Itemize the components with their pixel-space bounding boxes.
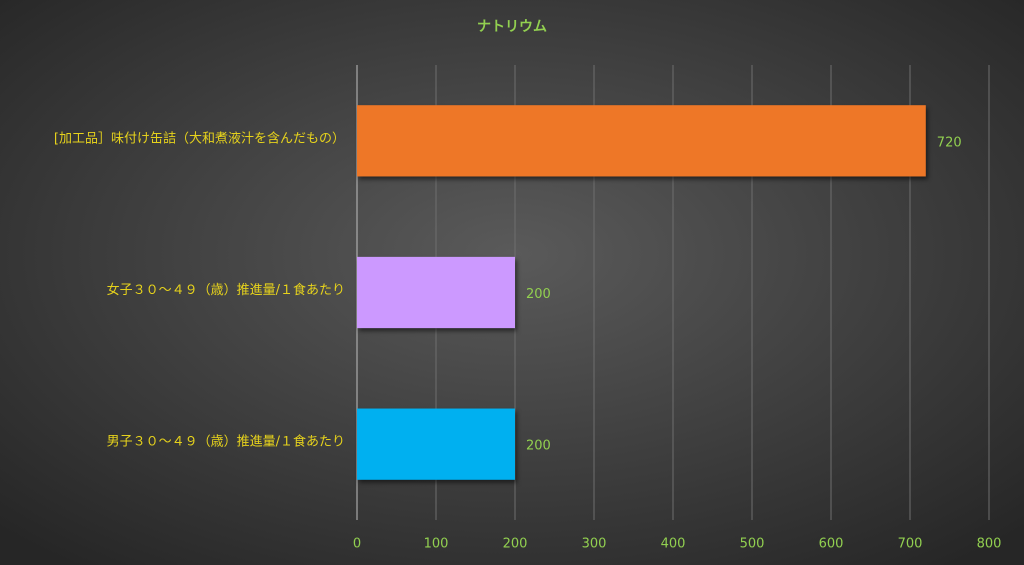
x-tick-label: 500 [740, 537, 765, 552]
x-tick-label: 800 [977, 537, 1002, 552]
x-tick-label: 400 [661, 537, 686, 552]
x-tick-label: 200 [503, 537, 528, 552]
x-tick-label: 100 [424, 537, 449, 552]
x-tick-label: 300 [582, 537, 607, 552]
bar [357, 256, 515, 329]
y-tick-label: 男子３０～４９（歳）推進量/１食あたり [107, 434, 345, 450]
bar [357, 408, 515, 480]
x-tick-label: 600 [819, 537, 844, 552]
value-label: 720 [937, 135, 962, 150]
y-tick-label: [加工品］味付け缶詰（大和煮液汁を含んだもの） [54, 130, 345, 146]
chart-title: ナトリウム [477, 19, 547, 35]
bar [357, 105, 926, 177]
x-tick-label: 700 [898, 537, 923, 552]
x-tick-label: 0 [353, 537, 361, 552]
y-tick-label: 女子３０～４９（歳）推進量/１食あたり [107, 282, 345, 298]
value-label: 200 [526, 287, 551, 302]
value-label: 200 [526, 439, 551, 454]
